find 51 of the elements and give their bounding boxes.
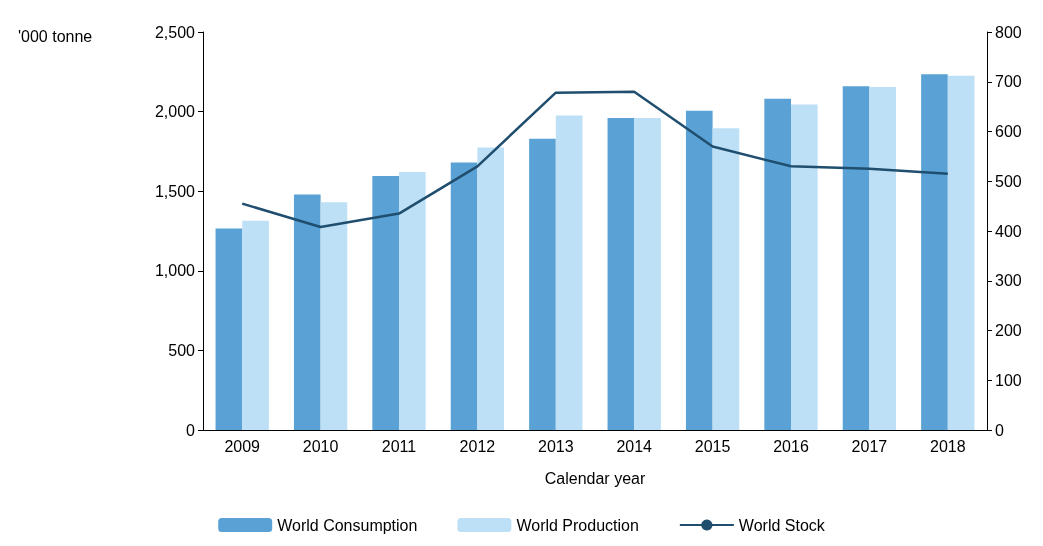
y-tick-label: 500 <box>168 341 196 359</box>
y2-tick-label: 500 <box>995 172 1022 190</box>
legend-label: World Production <box>516 516 639 534</box>
x-tick-label: 2014 <box>616 437 653 455</box>
bar <box>320 202 348 430</box>
x-tick-label: 2013 <box>538 437 574 455</box>
bar <box>791 104 818 430</box>
y2-tick-label: 800 <box>995 23 1022 41</box>
legend-label: World Stock <box>738 516 826 534</box>
bar <box>712 128 740 430</box>
bar <box>869 86 897 430</box>
y-tick-label: 1,500 <box>154 182 196 200</box>
y2-tick-label: 600 <box>995 123 1022 140</box>
bar <box>764 98 791 430</box>
bar <box>842 86 870 430</box>
bar <box>947 75 975 430</box>
bar <box>477 147 505 430</box>
legend-label: World Consumption <box>277 516 418 534</box>
x-tick-label: 2010 <box>302 437 339 455</box>
bar <box>555 115 583 430</box>
x-tick-label: 2009 <box>224 437 261 455</box>
x-tick-label: 2015 <box>694 437 731 455</box>
x-tick-label: 2017 <box>851 437 888 455</box>
bar <box>450 162 478 430</box>
bar <box>242 220 269 430</box>
y-tick-label: 1,000 <box>154 262 196 280</box>
y-tick-label: 2,000 <box>154 103 196 121</box>
y2-tick-label: 700 <box>995 73 1022 91</box>
y2-tick-label: 200 <box>995 322 1022 339</box>
bar <box>399 172 426 430</box>
y2-tick-label: 0 <box>995 421 1004 439</box>
bar <box>215 228 243 430</box>
x-tick-label: 2016 <box>773 437 809 455</box>
x-tick-label: 2012 <box>459 437 496 455</box>
y-tick-label: 2,500 <box>154 23 196 41</box>
y2-tick-label: 100 <box>995 371 1022 389</box>
x-tick-label: 2018 <box>930 437 966 455</box>
bar <box>293 194 321 430</box>
bar <box>372 176 399 430</box>
y2-tick-label: 400 <box>995 222 1022 240</box>
y2-tick-label: 300 <box>995 272 1022 290</box>
y-tick-label: 0 <box>186 421 196 439</box>
bar <box>921 74 948 430</box>
x-tick-label: 2011 <box>381 437 417 455</box>
bar <box>607 117 635 430</box>
bar <box>529 138 556 430</box>
x-axis-title: Calendar year <box>544 469 646 487</box>
y-axis-title: '000 tonne <box>18 27 93 45</box>
bar <box>685 110 713 430</box>
bar <box>634 117 661 430</box>
line-series <box>240 90 950 229</box>
